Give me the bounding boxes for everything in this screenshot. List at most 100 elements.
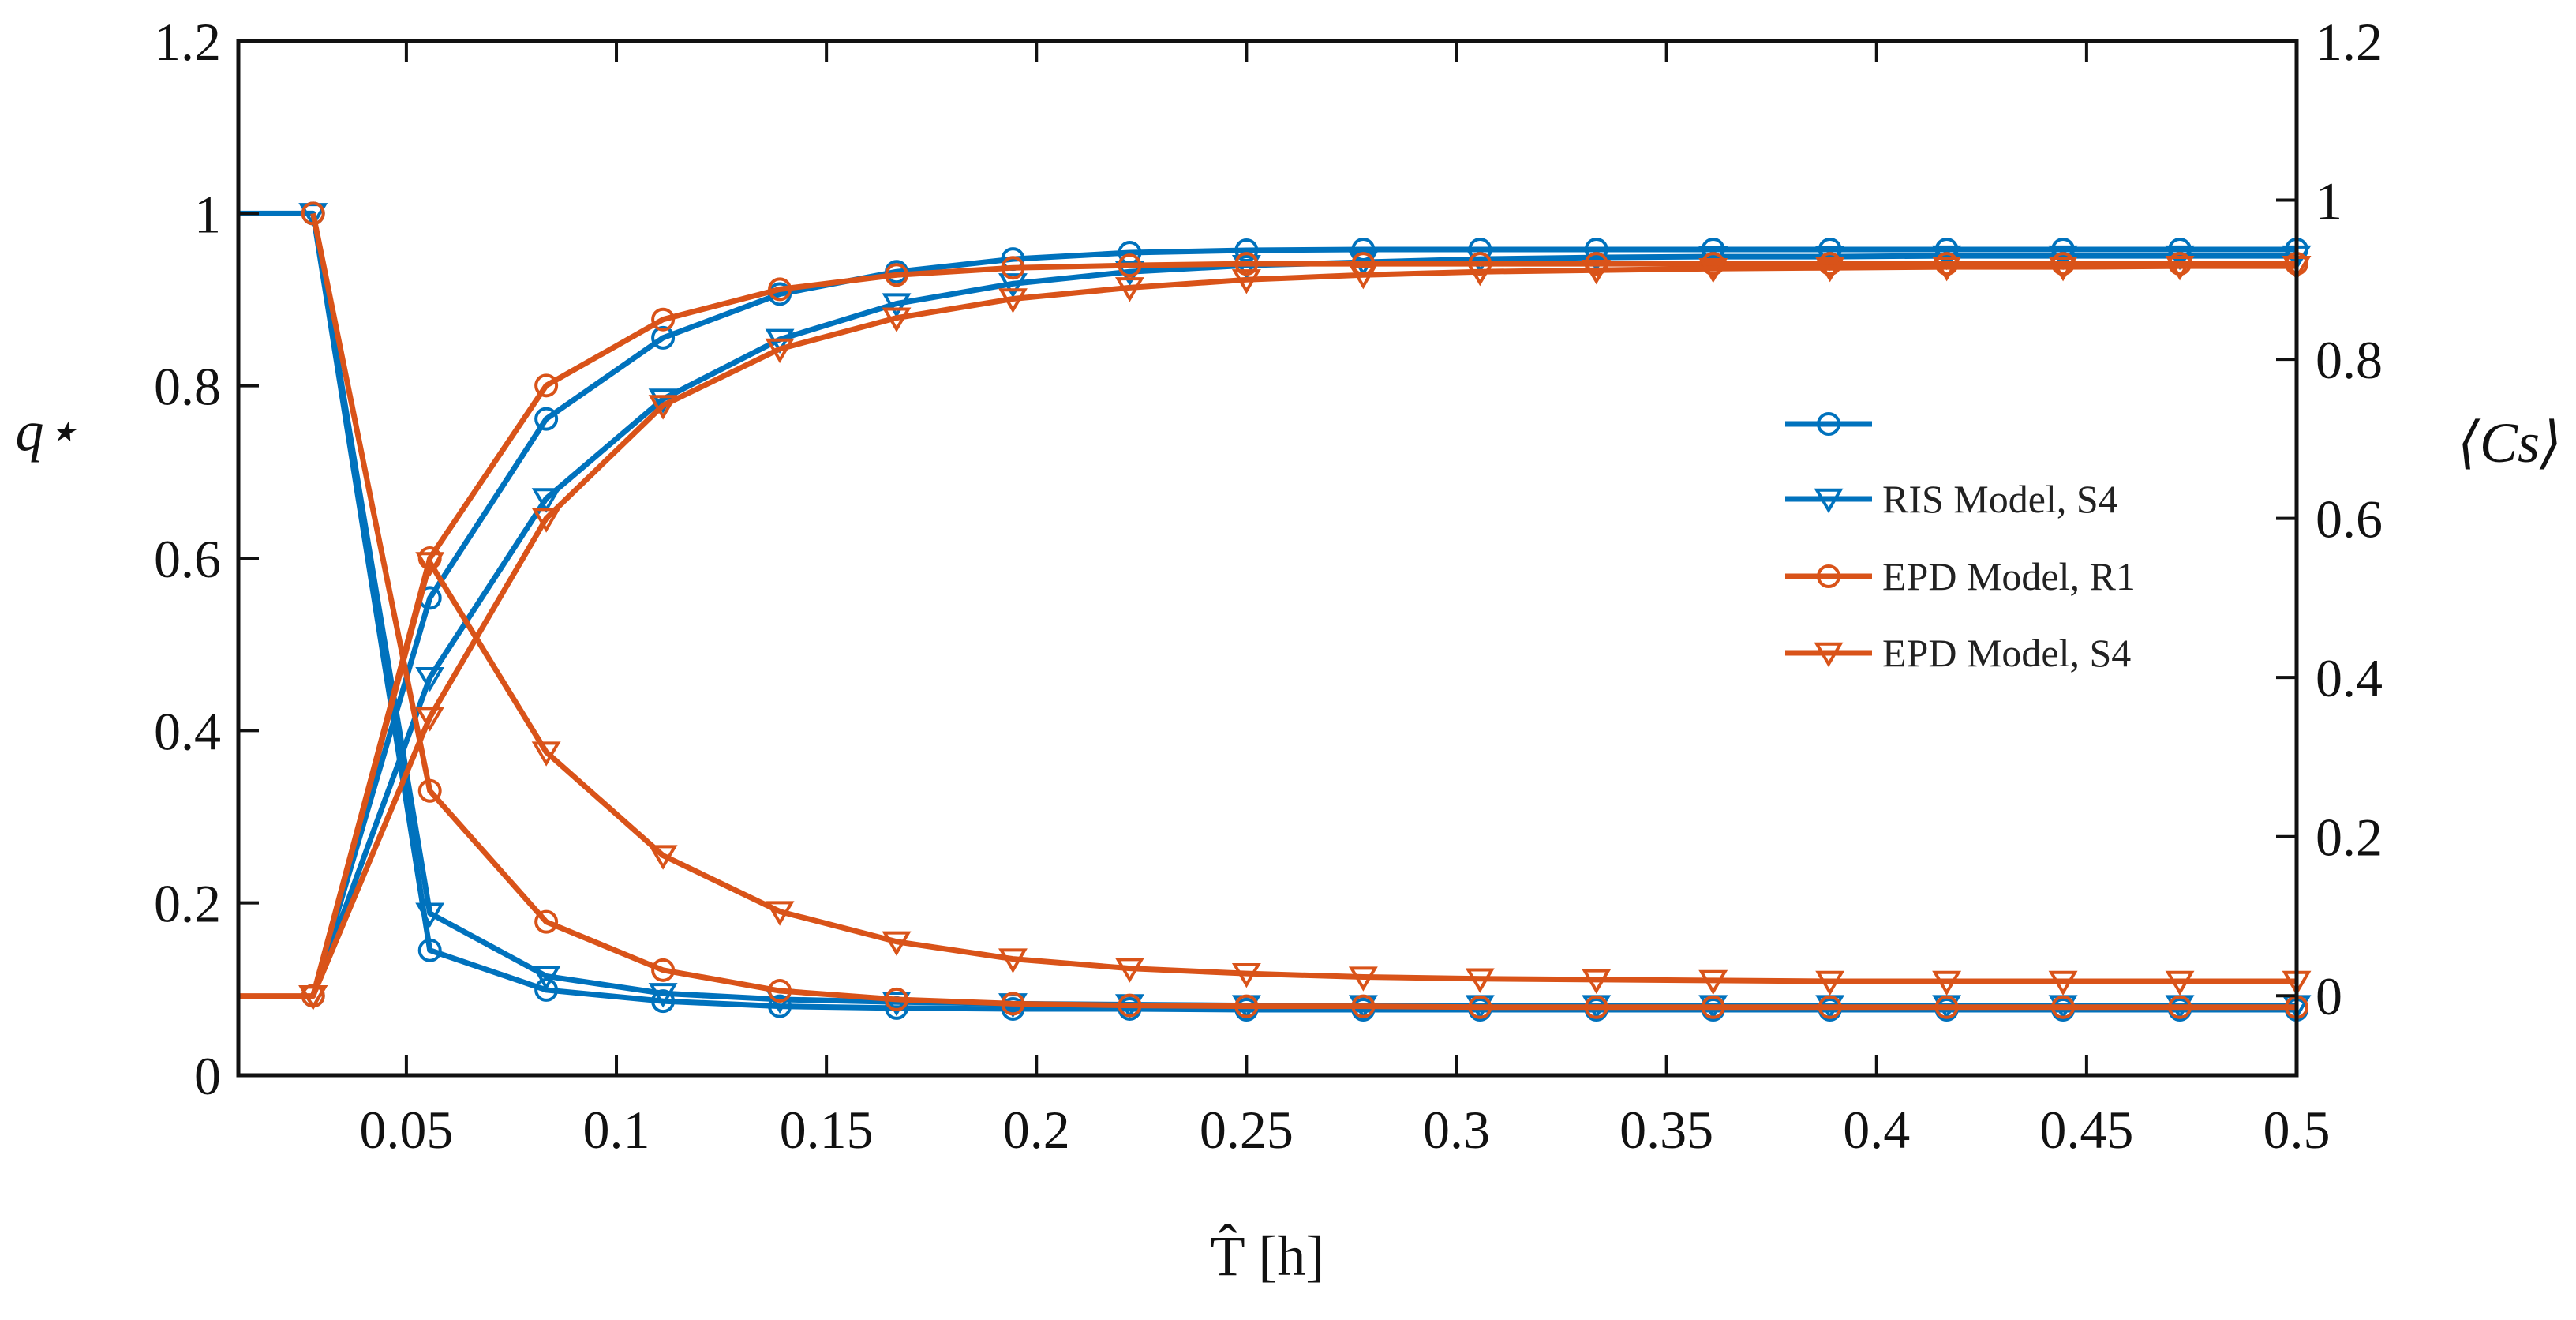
data-point (1584, 995, 1608, 1019)
x-axis-label: T̂ [h] (1211, 1224, 1325, 1288)
data-point (768, 994, 792, 1018)
series-7 (298, 255, 2312, 1011)
data-point (1815, 970, 1845, 996)
x-tick-label: 0.35 (1619, 1100, 1713, 1160)
data-point (531, 508, 561, 533)
legend-item: RIS Model, S4 (1785, 477, 2118, 521)
data-point (1001, 992, 1025, 1016)
series-6 (238, 552, 2312, 1011)
y-right-tick-label: 0.2 (2316, 808, 2383, 868)
data-point (2165, 970, 2195, 996)
data-point (1231, 962, 1261, 988)
x-tick-label: 0.05 (359, 1100, 453, 1160)
data-point (415, 666, 445, 692)
y-left-tick-label: 0 (194, 1046, 221, 1106)
data-point (1118, 253, 1142, 278)
data-point (1582, 969, 1612, 994)
y-left-tick-label: 0.8 (154, 357, 221, 417)
y-axis-left-label: q⋆ (15, 399, 79, 463)
data-point (531, 741, 561, 767)
data-point (885, 263, 909, 287)
data-point (1234, 252, 1259, 276)
data-point (415, 902, 445, 928)
data-point (1932, 256, 1962, 282)
data-point (1582, 260, 1612, 285)
data-point (882, 991, 912, 1017)
series-line (310, 212, 2297, 1009)
y-right-tick-label: 1 (2316, 171, 2342, 231)
data-point (534, 373, 559, 398)
data-point (1817, 564, 1840, 588)
data-point (1934, 995, 1959, 1019)
legend: RIS Model, S4 EPD Model, R1 EPD Model, S4 (1785, 412, 2136, 675)
series-2 (298, 203, 2312, 1020)
y-left-tick-label: 0.4 (154, 701, 221, 761)
series-line (310, 212, 2297, 1011)
data-point (415, 552, 445, 577)
data-point (417, 778, 442, 803)
legend-item: EPD Model, R1 (1785, 554, 2136, 598)
data-point (1468, 995, 1492, 1019)
y-right-tick-label: 0.8 (2316, 330, 2383, 390)
data-point (1234, 238, 1259, 263)
data-point (1698, 257, 1728, 283)
legend-label: EPD Model, S4 (1882, 631, 2131, 675)
data-point (298, 985, 328, 1011)
data-point (2048, 256, 2078, 282)
data-point (1114, 277, 1144, 302)
data-point (1818, 995, 1842, 1019)
series-line (310, 261, 2297, 997)
data-point (651, 325, 676, 350)
data-point (531, 966, 561, 991)
x-tick-label: 0.3 (1423, 1100, 1490, 1160)
data-point (1465, 968, 1495, 993)
y-axis-left: 0 0.2 0.4 0.6 0.8 1 1.2 (154, 12, 259, 1106)
data-point (1698, 246, 1728, 272)
data-point (1001, 256, 1025, 280)
series-line (310, 253, 2297, 997)
y-right-tick-label: 1.2 (2316, 12, 2383, 72)
data-point (882, 307, 912, 332)
y-left-tick-label: 0.2 (154, 874, 221, 934)
x-tick-label: 0.4 (1843, 1100, 1910, 1160)
data-point (1465, 248, 1495, 274)
series-5 (301, 252, 2308, 1008)
x-tick-label: 0.25 (1200, 1100, 1294, 1160)
y-axis-right-label: ⟨Cs⟩ (2458, 411, 2562, 474)
data-point (1118, 993, 1142, 1018)
data-point (531, 488, 561, 513)
data-point (998, 273, 1028, 298)
data-point (651, 958, 676, 982)
data-point (1465, 261, 1495, 287)
data-point (765, 901, 795, 926)
data-point (1815, 257, 1845, 283)
data-point (1234, 994, 1259, 1018)
data-point (1814, 642, 1844, 668)
x-axis: 0.05 0.1 0.15 0.2 0.25 0.3 0.35 0.4 0.45 0.5 (359, 41, 2331, 1160)
data-point (885, 987, 909, 1011)
series-4 (301, 201, 2308, 1019)
y-left-tick-label: 1.2 (154, 12, 221, 72)
legend-label: EPD Model, R1 (1882, 554, 2136, 598)
data-point (765, 338, 795, 364)
data-point (1114, 958, 1144, 983)
data-point (1698, 969, 1728, 996)
x-tick-label: 0.15 (780, 1100, 874, 1160)
series-3 (298, 245, 2312, 1011)
x-tick-label: 0.1 (583, 1100, 650, 1160)
x-tick-label: 0.2 (1003, 1100, 1070, 1160)
data-point (534, 407, 559, 431)
data-point (768, 277, 792, 302)
data-point (534, 977, 559, 1002)
series-line (310, 246, 2297, 997)
x-tick-label: 0.5 (2263, 1100, 2331, 1160)
data-point (2051, 995, 2076, 1019)
data-point (1814, 488, 1844, 514)
legend-label: RIS Model, S4 (1882, 477, 2118, 521)
y-left-tick-label: 0.6 (154, 529, 221, 589)
data-point (301, 201, 325, 226)
data-point (882, 293, 912, 318)
data-point (1582, 246, 1612, 272)
series-line (238, 559, 2297, 999)
data-point (648, 983, 678, 1008)
